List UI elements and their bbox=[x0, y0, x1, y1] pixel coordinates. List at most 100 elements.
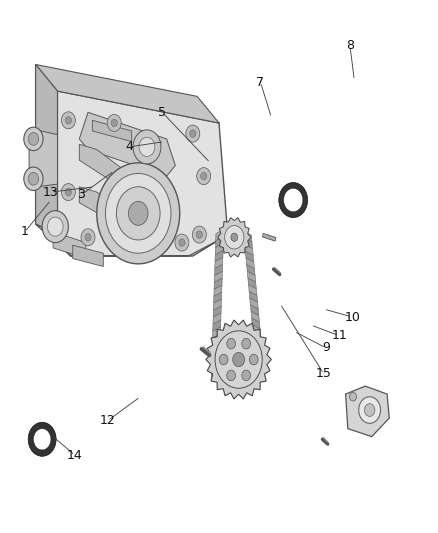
Circle shape bbox=[359, 397, 381, 423]
Polygon shape bbox=[250, 298, 258, 309]
Circle shape bbox=[215, 331, 262, 388]
Polygon shape bbox=[206, 320, 272, 399]
Circle shape bbox=[65, 117, 71, 124]
Circle shape bbox=[233, 352, 244, 367]
FancyBboxPatch shape bbox=[262, 233, 276, 241]
Text: 9: 9 bbox=[322, 341, 330, 354]
Text: 5: 5 bbox=[158, 106, 166, 119]
Polygon shape bbox=[31, 131, 57, 150]
Polygon shape bbox=[252, 325, 261, 336]
Polygon shape bbox=[215, 236, 223, 247]
Polygon shape bbox=[213, 313, 221, 324]
Circle shape bbox=[47, 217, 63, 236]
Polygon shape bbox=[214, 278, 222, 289]
Circle shape bbox=[197, 167, 211, 184]
Polygon shape bbox=[245, 251, 254, 262]
Circle shape bbox=[133, 130, 161, 164]
Polygon shape bbox=[79, 112, 175, 176]
Polygon shape bbox=[53, 232, 86, 259]
Circle shape bbox=[61, 183, 75, 200]
Polygon shape bbox=[248, 285, 257, 295]
Polygon shape bbox=[215, 243, 223, 254]
Polygon shape bbox=[346, 386, 389, 437]
Polygon shape bbox=[212, 348, 220, 359]
Circle shape bbox=[65, 188, 71, 196]
Circle shape bbox=[111, 119, 117, 127]
Polygon shape bbox=[214, 292, 222, 303]
Polygon shape bbox=[79, 144, 153, 203]
Polygon shape bbox=[79, 187, 153, 240]
Polygon shape bbox=[214, 271, 223, 282]
Polygon shape bbox=[213, 299, 222, 310]
Circle shape bbox=[190, 130, 196, 138]
Polygon shape bbox=[73, 245, 103, 266]
Circle shape bbox=[24, 127, 43, 151]
Circle shape bbox=[61, 112, 75, 129]
Text: 15: 15 bbox=[316, 367, 332, 381]
Circle shape bbox=[201, 172, 207, 180]
Polygon shape bbox=[35, 224, 228, 256]
Polygon shape bbox=[213, 320, 221, 331]
Circle shape bbox=[284, 188, 303, 212]
Circle shape bbox=[24, 167, 43, 190]
Circle shape bbox=[179, 239, 185, 246]
Circle shape bbox=[28, 422, 56, 456]
Circle shape bbox=[242, 338, 251, 349]
Circle shape bbox=[107, 115, 121, 132]
Circle shape bbox=[42, 211, 68, 243]
Polygon shape bbox=[57, 91, 228, 256]
Polygon shape bbox=[245, 244, 253, 255]
Polygon shape bbox=[255, 351, 263, 362]
Polygon shape bbox=[247, 271, 256, 282]
Text: 11: 11 bbox=[331, 329, 347, 342]
Polygon shape bbox=[251, 304, 259, 316]
Circle shape bbox=[175, 234, 189, 251]
Circle shape bbox=[186, 125, 200, 142]
Text: 10: 10 bbox=[344, 311, 360, 324]
Circle shape bbox=[227, 370, 236, 381]
Polygon shape bbox=[35, 64, 57, 235]
Polygon shape bbox=[29, 128, 57, 188]
Polygon shape bbox=[216, 229, 224, 240]
Circle shape bbox=[28, 172, 39, 185]
Circle shape bbox=[219, 354, 228, 365]
Polygon shape bbox=[251, 318, 260, 329]
Circle shape bbox=[350, 392, 357, 401]
Polygon shape bbox=[212, 341, 220, 352]
Polygon shape bbox=[247, 264, 255, 276]
Polygon shape bbox=[35, 64, 219, 256]
Circle shape bbox=[81, 229, 95, 246]
Polygon shape bbox=[214, 285, 222, 296]
Text: 4: 4 bbox=[126, 140, 134, 154]
Polygon shape bbox=[211, 368, 219, 379]
Polygon shape bbox=[212, 327, 221, 338]
Polygon shape bbox=[244, 238, 253, 248]
Polygon shape bbox=[254, 345, 263, 356]
Polygon shape bbox=[212, 334, 220, 345]
Text: 14: 14 bbox=[67, 449, 83, 462]
Polygon shape bbox=[92, 120, 132, 142]
Circle shape bbox=[242, 370, 251, 381]
Polygon shape bbox=[213, 306, 221, 317]
Polygon shape bbox=[251, 311, 259, 322]
Circle shape bbox=[249, 354, 258, 365]
Circle shape bbox=[139, 138, 155, 157]
Circle shape bbox=[192, 226, 206, 243]
Polygon shape bbox=[212, 354, 220, 366]
Polygon shape bbox=[215, 264, 223, 276]
Polygon shape bbox=[212, 361, 219, 373]
Circle shape bbox=[225, 225, 244, 249]
Polygon shape bbox=[215, 250, 223, 261]
Circle shape bbox=[28, 133, 39, 146]
Text: 12: 12 bbox=[100, 414, 116, 427]
Polygon shape bbox=[248, 278, 256, 289]
Circle shape bbox=[364, 403, 375, 416]
Polygon shape bbox=[254, 338, 262, 349]
Polygon shape bbox=[244, 231, 252, 242]
Polygon shape bbox=[256, 365, 265, 376]
Circle shape bbox=[128, 201, 148, 225]
Circle shape bbox=[231, 233, 238, 241]
Polygon shape bbox=[246, 257, 254, 269]
Text: 7: 7 bbox=[257, 76, 265, 88]
Circle shape bbox=[196, 231, 202, 238]
